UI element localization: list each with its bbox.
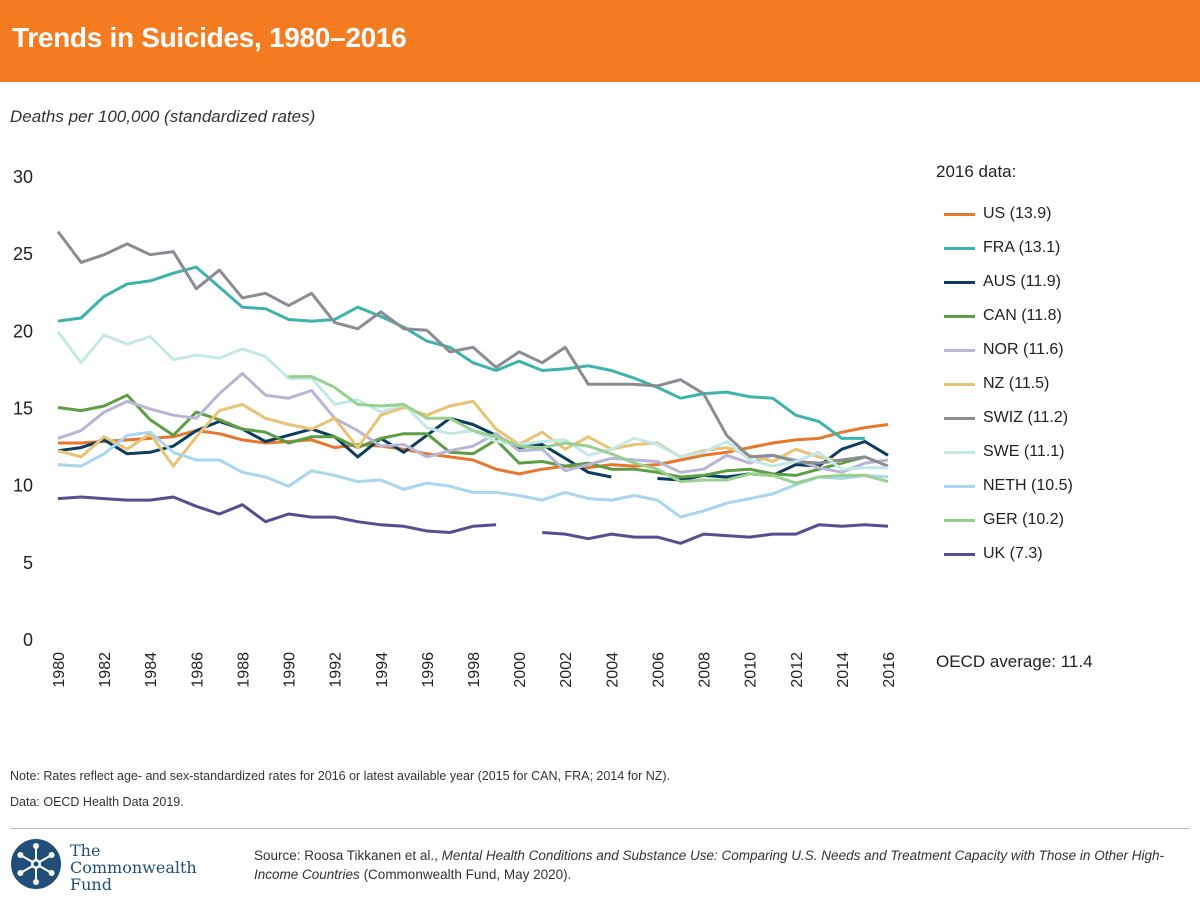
legend-item: FRA (13.1) <box>944 231 1073 265</box>
x-tick-label: 2006 <box>650 652 667 688</box>
legend-item: AUS (11.9) <box>944 265 1073 299</box>
x-tick-label: 1990 <box>282 652 299 688</box>
series-line-can <box>57 393 866 479</box>
legend-item: SWIZ (11.2) <box>944 401 1073 435</box>
series-line-fra <box>57 265 865 440</box>
source-prefix: Source: Roosa Tikkanen et al., <box>254 848 442 863</box>
x-tick-label: 2014 <box>835 652 852 688</box>
x-tick-label: 2000 <box>512 652 529 688</box>
chart-note: Note: Rates reflect age- and sex-standar… <box>10 769 671 783</box>
x-tick-label: 1992 <box>328 652 345 688</box>
legend-swatch <box>944 382 975 386</box>
logo-line: The <box>70 841 101 860</box>
footer-divider <box>10 828 1190 829</box>
x-tick-label: 1996 <box>420 652 437 688</box>
legend-swatch <box>944 280 975 284</box>
title-banner: Trends in Suicides, 1980–2016 <box>0 0 1200 82</box>
legend-label: CAN (11.8) <box>983 307 1062 324</box>
legend-item: NZ (11.5) <box>944 367 1073 401</box>
series-line-neth <box>57 430 889 519</box>
legend-title: 2016 data: <box>936 162 1017 181</box>
legend-label: UK (7.3) <box>983 545 1043 562</box>
y-tick-label: 20 <box>13 321 33 341</box>
x-tick-label: 2010 <box>743 652 760 688</box>
x-tick-label: 2012 <box>789 652 806 688</box>
series-lines <box>56 230 889 545</box>
x-tick-label: 2004 <box>604 652 621 688</box>
commonwealth-fund-logo-icon <box>11 839 61 889</box>
legend-label: NZ (11.5) <box>983 375 1050 392</box>
logo-wordmark: The Commonwealth Fund <box>70 842 197 893</box>
legend-item: NETH (10.5) <box>944 469 1073 503</box>
series-line-uk <box>57 495 497 534</box>
legend: US (13.9) FRA (13.1) AUS (11.9) CAN (11.8) N… <box>944 197 1073 571</box>
oecd-average-label: OECD average: 11.4 <box>936 652 1093 671</box>
legend-label: SWE (11.1) <box>983 443 1065 460</box>
x-tick-label: 1998 <box>466 652 483 688</box>
legend-label: AUS (11.9) <box>983 273 1061 290</box>
logo-line: Fund <box>70 875 112 894</box>
legend-swatch <box>944 348 975 352</box>
legend-swatch <box>944 212 975 216</box>
y-tick-label: 10 <box>13 476 33 496</box>
data-source: Data: OECD Health Data 2019. <box>10 795 184 809</box>
legend-swatch <box>944 314 975 318</box>
x-axis-ticks: 1980 1982 1984 1986 1988 1990 1992 1994 1996 1998… <box>51 652 898 688</box>
legend-item: NOR (11.6) <box>944 333 1073 367</box>
y-tick-label: 15 <box>13 399 33 419</box>
legend-swatch <box>944 518 975 522</box>
legend-swatch <box>944 450 975 454</box>
y-axis-ticks: 0 5 10 15 20 25 30 <box>13 167 33 650</box>
y-axis-unit-label: Deaths per 100,000 (standardized rates) <box>10 107 316 126</box>
legend-label: NETH (10.5) <box>983 477 1073 494</box>
legend-swatch <box>944 484 975 488</box>
series-line-uk <box>542 523 889 545</box>
x-tick-label: 1980 <box>51 652 68 688</box>
y-tick-label: 30 <box>13 167 33 187</box>
source-citation: Source: Roosa Tikkanen et al., Mental He… <box>254 846 1184 884</box>
logo-line: Commonwealth <box>70 858 197 877</box>
y-tick-label: 0 <box>23 630 33 650</box>
legend-swatch <box>944 552 975 556</box>
source-title: Mental Health Conditions and Substance U… <box>254 848 1164 882</box>
x-tick-label: 1988 <box>235 652 252 688</box>
legend-label: US (13.9) <box>983 205 1052 222</box>
y-tick-label: 5 <box>23 553 33 573</box>
legend-label: SWIZ (11.2) <box>983 409 1069 426</box>
legend-label: NOR (11.6) <box>983 341 1064 358</box>
series-line-swiz <box>56 230 889 468</box>
x-tick-label: 1984 <box>143 652 160 688</box>
x-tick-label: 2008 <box>697 652 714 688</box>
legend-label: GER (10.2) <box>983 511 1064 528</box>
legend-swatch <box>944 246 975 250</box>
y-tick-label: 25 <box>13 244 33 264</box>
chart-title: Trends in Suicides, 1980–2016 <box>12 22 407 53</box>
legend-item: UK (7.3) <box>944 537 1073 571</box>
legend-item: CAN (11.8) <box>944 299 1073 333</box>
series-line-ger <box>288 375 889 485</box>
legend-item: GER (10.2) <box>944 503 1073 537</box>
x-tick-label: 2016 <box>881 652 898 688</box>
legend-swatch <box>944 416 975 420</box>
x-tick-label: 2002 <box>558 652 575 688</box>
source-suffix: (Commonwealth Fund, May 2020). <box>359 867 572 882</box>
legend-item: US (13.9) <box>944 197 1073 231</box>
legend-item: SWE (11.1) <box>944 435 1073 469</box>
legend-label: FRA (13.1) <box>983 239 1061 256</box>
x-tick-label: 1994 <box>374 652 391 688</box>
x-tick-label: 1982 <box>97 652 114 688</box>
x-tick-label: 1986 <box>189 652 206 688</box>
line-chart: 0 5 10 15 20 25 30 1980 1982 1984 1986 1988 1990 199… <box>13 167 898 688</box>
series-line-nor <box>57 372 889 474</box>
